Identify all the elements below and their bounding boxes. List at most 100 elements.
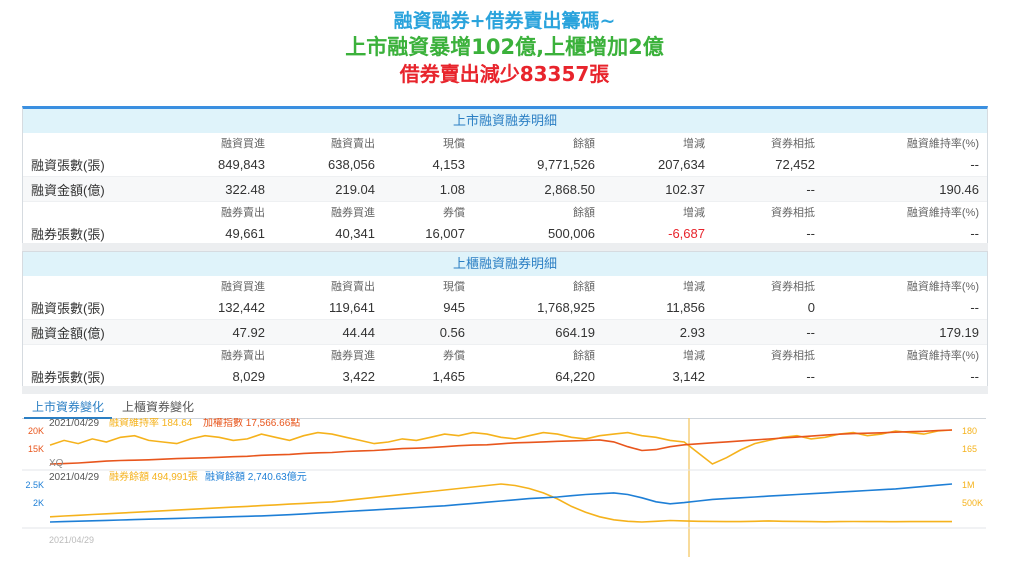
table-cell: 16,007 <box>383 221 473 246</box>
column-header <box>23 202 153 222</box>
headline-line-2: 上市融資暴增102億,上櫃增加2億 <box>345 35 664 59</box>
table-cell: 8,029 <box>153 364 273 389</box>
column-header <box>23 133 153 152</box>
listed-margin-panel: 上市融資融券明細 融資買進 融資賣出 現償 餘額 增減 資券相抵 融資維持率(%) 融資張數(… <box>22 106 988 246</box>
column-header: 融資賣出 <box>331 280 375 293</box>
table-cell: -- <box>713 176 823 202</box>
column-header: 現償 <box>443 280 465 293</box>
column-header: 融資維持率(%) <box>906 349 979 362</box>
table-cell: 322.48 <box>153 176 273 202</box>
row-label: 融資張數(張) <box>23 295 153 320</box>
table-cell: 64,220 <box>473 364 603 389</box>
table-cell: 1.08 <box>383 176 473 202</box>
series-line-融券餘額 <box>49 483 952 523</box>
table-cell: 3,142 <box>603 364 713 389</box>
column-header <box>23 345 153 365</box>
headline-line-3: 借券賣出減少83357張 <box>399 62 610 86</box>
panel-title: 上櫃融資融券明細 <box>23 252 987 276</box>
series-line-融資餘額 <box>49 483 953 523</box>
table-row: 融資張數(張) 132,442 119,641 945 1,768,925 11,856 0… <box>23 295 987 320</box>
y-left-tick: 2.5K <box>25 480 44 490</box>
table-row: 融資張數(張) 849,843 638,056 4,153 9,771,526 207,6… <box>23 152 987 177</box>
table-cell: 0 <box>713 295 823 320</box>
column-header: 資券相抵 <box>771 206 815 219</box>
legend-series-1: 融券餘額 494,991張 <box>109 470 198 483</box>
panel-divider <box>22 243 988 251</box>
y-right-tick: 165 <box>962 444 977 454</box>
table-cell: -- <box>823 295 987 320</box>
table-header-row: 融券賣出 融券買進 券償 餘額 增減 資券相抵 融資維持率(%) <box>23 345 987 365</box>
row-label: 融資金額(億) <box>23 319 153 345</box>
xq-marker: XQ <box>49 458 64 469</box>
table-cell: 849,843 <box>153 152 273 177</box>
column-header: 餘額 <box>573 349 595 362</box>
chart-tabs: 上市資券變化 上櫃資券變化 <box>22 398 986 419</box>
table-cell: 44.44 <box>273 319 383 345</box>
table-row: 融券張數(張) 8,029 3,422 1,465 64,220 3,142 -- -- <box>23 364 987 389</box>
table-header-row: 融券賣出 融券買進 券償 餘額 增減 資券相抵 融資維持率(%) <box>23 202 987 222</box>
table-row: 融券張數(張) 49,661 40,341 16,007 500,006 -6,687 --… <box>23 221 987 246</box>
legend-series-2: 融資餘額 2,740.63億元 <box>205 470 307 483</box>
column-header: 現償 <box>443 137 465 150</box>
table-cell: 207,634 <box>603 152 713 177</box>
column-header: 券償 <box>443 206 465 219</box>
headline-line-1: 融資融券+借券賣出籌碼~ <box>393 10 616 32</box>
panel-title: 上市融資融券明細 <box>23 109 987 133</box>
column-header: 餘額 <box>573 137 595 150</box>
series-line-加權指數 <box>49 429 953 465</box>
table-header-row: 融資買進 融資賣出 現償 餘額 增減 資券相抵 融資維持率(%) <box>23 276 987 295</box>
column-header: 融資維持率(%) <box>906 137 979 150</box>
legend-series-2: 加權指數 17,566.66點 <box>203 418 300 429</box>
table-cell: 9,771,526 <box>473 152 603 177</box>
row-label: 融資張數(張) <box>23 152 153 177</box>
column-header: 融券賣出 <box>221 206 265 219</box>
margin-trend-chart: 2021/04/29 融資維持率 184.64 加權指數 17,566.66點 20K… <box>22 416 986 557</box>
column-header: 餘額 <box>573 206 595 219</box>
otc-margin-table: 融資買進 融資賣出 現償餘額 增減 資券相抵 融資維持率(%) 融資張數(張) 132,442… <box>23 276 987 389</box>
y-left-tick: 15K <box>28 444 44 454</box>
table-cell: 638,056 <box>273 152 383 177</box>
table-cell: 664.19 <box>473 319 603 345</box>
column-header <box>23 276 153 295</box>
table-cell: 102.37 <box>603 176 713 202</box>
table-cell: 72,452 <box>713 152 823 177</box>
table-cell: 132,442 <box>153 295 273 320</box>
column-header: 融資買進 <box>221 280 265 293</box>
y-right-tick: 500K <box>962 498 983 508</box>
table-row: 融資金額(億) 322.48 219.04 1.08 2,868.50 102.37 -- 1… <box>23 176 987 202</box>
table-cell: -- <box>823 364 987 389</box>
table-cell: 2.93 <box>603 319 713 345</box>
table-cell: 500,006 <box>473 221 603 246</box>
column-header: 資券相抵 <box>771 349 815 362</box>
panel-divider <box>22 386 988 394</box>
table-cell: 2,868.50 <box>473 176 603 202</box>
y-right-tick: 1M <box>962 480 975 490</box>
column-header: 券償 <box>443 349 465 362</box>
table-cell: 945 <box>383 295 473 320</box>
table-cell: 3,422 <box>273 364 383 389</box>
otc-margin-panel: 上櫃融資融券明細 融資買進 融資賣出 現償餘額 增減 資券相抵 融資維持率(%) 融資張數(… <box>22 251 988 389</box>
legend-date: 2021/04/29 <box>49 418 99 429</box>
column-header: 增減 <box>683 137 705 150</box>
tab-listed-changes[interactable]: 上市資券變化 <box>24 398 113 419</box>
row-label: 融券張數(張) <box>23 364 153 389</box>
listed-margin-table: 融資買進 融資賣出 現償 餘額 增減 資券相抵 融資維持率(%) 融資張數(張) 849,843… <box>23 133 987 246</box>
table-header-row: 融資買進 融資賣出 現償 餘額 增減 資券相抵 融資維持率(%) <box>23 133 987 152</box>
table-cell: 1,768,925 <box>473 295 603 320</box>
chart-area: 2021/04/29 融資維持率 184.64 加權指數 17,566.66點 20K… <box>22 416 986 557</box>
table-cell: 0.56 <box>383 319 473 345</box>
table-cell: -- <box>713 364 823 389</box>
tab-otc-changes[interactable]: 上櫃資券變化 <box>122 400 195 414</box>
column-header: 融資賣出 <box>331 137 375 150</box>
table-cell: -- <box>713 319 823 345</box>
column-header: 增減 <box>683 206 705 219</box>
table-cell: 219.04 <box>273 176 383 202</box>
legend-date: 2021/04/29 <box>49 535 94 545</box>
table-cell: 40,341 <box>273 221 383 246</box>
column-header: 融券賣出 <box>221 349 265 362</box>
column-header: 資券相抵 <box>771 137 815 150</box>
row-label: 融券張數(張) <box>23 221 153 246</box>
legend-date: 2021/04/29 <box>49 472 99 483</box>
column-header: 融資維持率(%) <box>906 206 979 219</box>
column-header: 增減 <box>683 349 705 362</box>
